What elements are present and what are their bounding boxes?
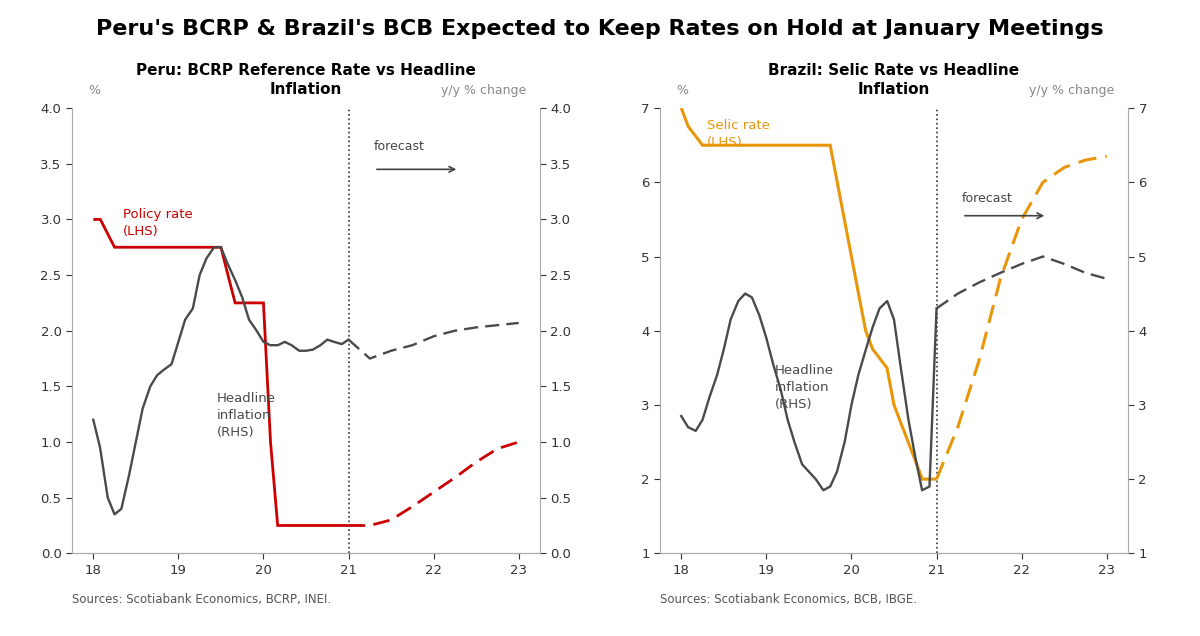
Text: Policy rate
(LHS): Policy rate (LHS) xyxy=(124,209,193,238)
Text: forecast: forecast xyxy=(374,140,425,153)
Text: y/y % change: y/y % change xyxy=(1028,84,1114,97)
Text: Selic rate
(LHS): Selic rate (LHS) xyxy=(707,120,769,149)
Text: Sources: Scotiabank Economics, BCRP, INEI.: Sources: Scotiabank Economics, BCRP, INE… xyxy=(72,593,331,606)
Text: Sources: Scotiabank Economics, BCB, IBGE.: Sources: Scotiabank Economics, BCB, IBGE… xyxy=(660,593,917,606)
Text: Peru's BCRP & Brazil's BCB Expected to Keep Rates on Hold at January Meetings: Peru's BCRP & Brazil's BCB Expected to K… xyxy=(96,19,1104,39)
Text: %: % xyxy=(677,84,689,97)
Text: Headline
inflation
(RHS): Headline inflation (RHS) xyxy=(217,392,276,439)
Text: %: % xyxy=(89,84,101,97)
Title: Brazil: Selic Rate vs Headline
Inflation: Brazil: Selic Rate vs Headline Inflation xyxy=(768,63,1020,97)
Text: Headline
inflation
(RHS): Headline inflation (RHS) xyxy=(775,364,834,411)
Text: y/y % change: y/y % change xyxy=(440,84,526,97)
Text: forecast: forecast xyxy=(962,191,1013,205)
Title: Peru: BCRP Reference Rate vs Headline
Inflation: Peru: BCRP Reference Rate vs Headline In… xyxy=(136,63,476,97)
